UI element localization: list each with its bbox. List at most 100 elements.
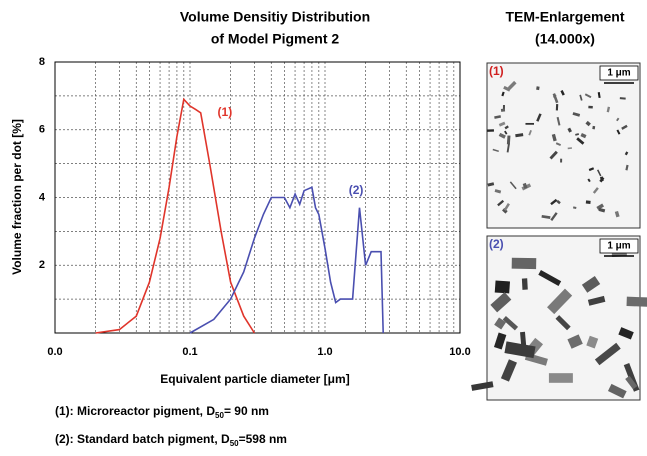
tem-label: (1) [489, 64, 504, 78]
particle [494, 189, 502, 194]
tem-title: TEM-Enlargement [505, 9, 624, 25]
particle [555, 315, 571, 331]
particle [502, 315, 519, 331]
footnote: (1): Microreactor pigment, D50= 90 nm [55, 404, 269, 420]
tem-label: (2) [489, 237, 504, 251]
particle [592, 125, 596, 130]
particle [584, 93, 592, 99]
particle [550, 198, 558, 206]
y-axis-label: Volume fraction per dot [%] [10, 119, 24, 275]
particle [600, 176, 604, 182]
y-tick-label: 4 [39, 191, 46, 203]
particle [506, 135, 511, 145]
particle [525, 122, 535, 125]
particle [498, 132, 506, 139]
particle [538, 270, 562, 286]
particle [556, 199, 561, 205]
particle [497, 199, 505, 207]
particle [596, 169, 602, 177]
particle [626, 296, 647, 307]
particle [486, 129, 494, 132]
particle [494, 115, 502, 119]
tem-title: (14.000x) [535, 31, 595, 47]
particle [500, 359, 517, 382]
footnote-part: (1): Microreactor pigment, D [55, 404, 215, 418]
footnote-part: (2): Standard batch pigment, D [55, 432, 230, 446]
annotation: (2) [349, 183, 364, 197]
scale-box [599, 65, 639, 81]
particle [560, 90, 565, 96]
particle [587, 295, 606, 306]
particle [624, 151, 629, 156]
particle [507, 80, 517, 90]
particle [619, 97, 626, 100]
particle [493, 332, 507, 350]
x-tick-label: 0.0 [47, 346, 62, 358]
chart-title: of Model Pigment 2 [211, 31, 340, 47]
footnote-part: =598 nm [239, 432, 287, 446]
particle [567, 127, 572, 133]
particle [501, 91, 505, 97]
particle [548, 373, 573, 383]
particle [487, 182, 495, 187]
particle [567, 147, 573, 150]
tem-image [486, 62, 641, 229]
particle [594, 342, 621, 366]
x-tick-label: 1.0 [317, 346, 332, 358]
particle [504, 341, 536, 359]
particle [596, 203, 605, 211]
particle [567, 334, 583, 349]
particle [607, 383, 627, 399]
particle [521, 278, 528, 290]
scale-label: 1 μm [607, 241, 630, 252]
footnote: (2): Standard batch pigment, D50=598 nm [55, 432, 287, 448]
particle [606, 106, 611, 113]
particle [588, 167, 595, 172]
particle [494, 280, 511, 294]
particle [552, 93, 559, 104]
particle [528, 129, 532, 136]
particle [536, 86, 540, 91]
particle [625, 375, 638, 390]
particle [618, 327, 634, 340]
particle [511, 257, 537, 270]
particle [587, 178, 591, 183]
particle [588, 105, 593, 109]
particle [585, 200, 591, 205]
x-tick-label: 0.1 [182, 346, 197, 358]
particle [555, 104, 559, 111]
particle [621, 124, 628, 130]
particle [580, 133, 587, 139]
particle [549, 150, 558, 160]
data-line [95, 97, 256, 334]
particle [556, 116, 561, 126]
particle [490, 292, 512, 313]
particle [504, 125, 509, 130]
particle [616, 117, 620, 122]
annotation: (1) [218, 105, 233, 119]
footnote-part: 50 [230, 439, 239, 448]
particle [572, 206, 577, 210]
particle [592, 187, 599, 194]
particle [471, 381, 494, 391]
particle [551, 133, 557, 142]
scale-box [599, 238, 639, 254]
particle [579, 94, 583, 101]
particle [585, 120, 591, 127]
particle [598, 207, 606, 213]
particle [503, 85, 511, 92]
particle [541, 214, 551, 220]
particle [550, 212, 558, 221]
x-tick-label: 10.0 [449, 346, 470, 358]
particle [560, 158, 563, 163]
particle [498, 121, 506, 127]
y-tick-label: 8 [39, 56, 45, 68]
y-tick-label: 2 [39, 259, 45, 271]
footnote-part: 50 [215, 411, 224, 420]
particle [494, 317, 507, 330]
chart-title: Volume Densitiy Distribution [180, 9, 370, 25]
particle [614, 210, 620, 218]
particle [503, 203, 510, 211]
particle [509, 181, 517, 190]
